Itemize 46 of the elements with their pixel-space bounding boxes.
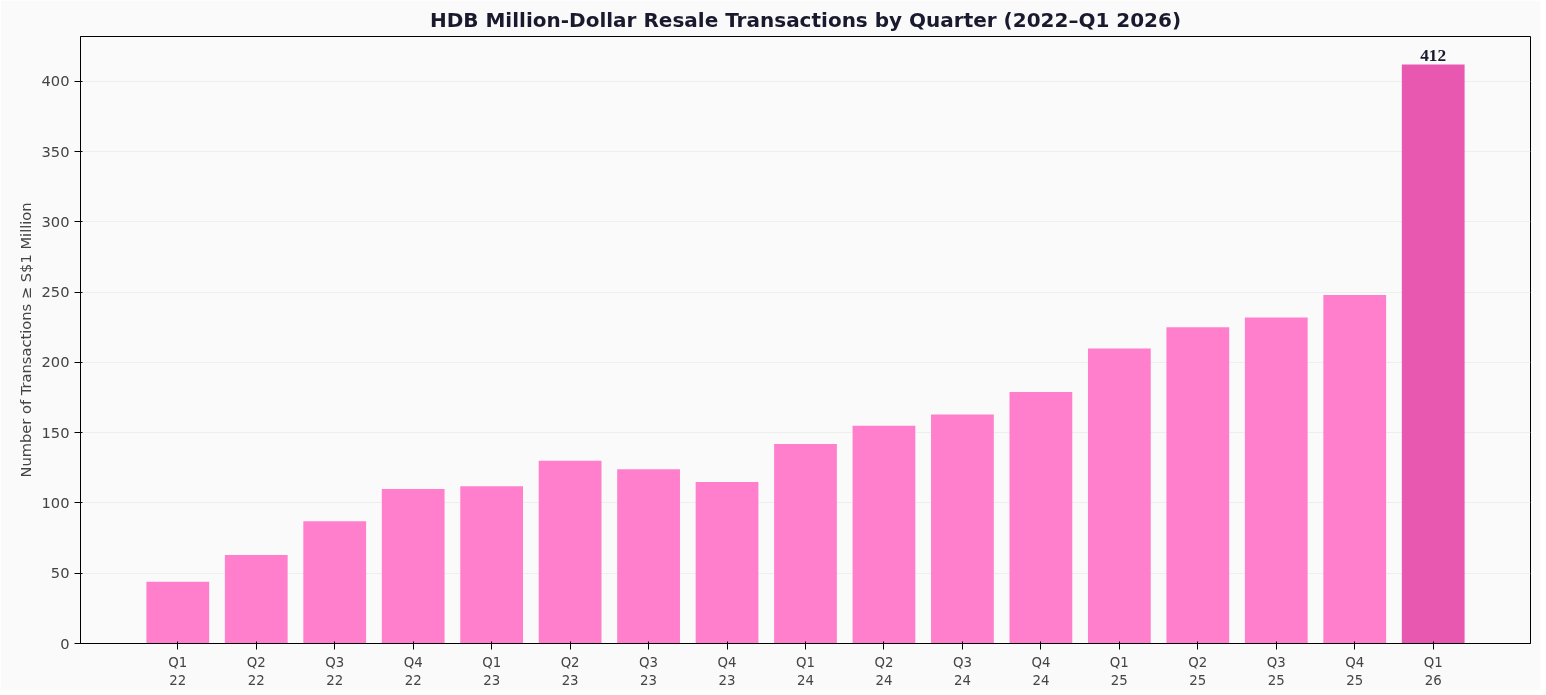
y-tick-label: 100 [41,493,70,511]
x-tick-label: Q2 24 [874,654,894,688]
bar [1401,64,1465,644]
x-tick-label: Q2 22 [246,654,266,688]
x-tick-label: Q1 25 [1109,654,1129,688]
y-tick-label: 350 [41,142,70,160]
chart-title: HDB Million-Dollar Resale Transactions by Quarter (2022–Q1 2026) [429,7,1182,32]
bar [774,443,837,644]
y-tick-label: 50 [50,564,70,582]
x-tick-label: Q4 25 [1345,654,1365,688]
x-tick-label: Q4 23 [717,654,737,688]
bar [1323,295,1387,644]
x-tick-label: Q3 24 [952,654,972,688]
bar [146,581,210,644]
bar [695,481,759,644]
bar [381,488,445,644]
y-tick-label: 250 [41,283,70,301]
y-axis-title: Number of Transactions ≥ S$1 Million [16,202,34,478]
x-tick-label: Q1 24 [796,654,815,688]
x-tick-label: Q1 26 [1423,654,1443,688]
bar [303,521,367,644]
y-tick-label: 200 [41,353,70,371]
x-tick-label: Q2 25 [1188,654,1208,688]
y-tick-label: 0 [60,634,70,652]
bar [1166,327,1230,644]
x-tick-label: Q3 25 [1266,654,1286,688]
bar [931,414,994,644]
y-tick-label: 400 [41,72,70,90]
bar [1087,348,1151,644]
x-tick-label: Q1 22 [168,654,188,688]
bar [224,554,288,644]
x-tick-label: Q4 24 [1031,654,1051,688]
bar [852,425,916,644]
bar [460,486,524,644]
x-tick-label: Q2 23 [560,654,580,688]
y-tick-label: 300 [41,212,70,230]
bar [617,469,680,644]
data-label: 412 [1420,45,1447,65]
x-tick-label: Q4 22 [403,654,423,688]
y-tick-label: 150 [41,423,70,441]
x-tick-label: Q3 23 [639,654,659,688]
bar [1244,317,1308,644]
x-tick-label: Q1 23 [482,654,502,688]
bar [1009,391,1073,644]
bar [538,460,602,644]
x-tick-label: Q3 22 [325,654,345,688]
